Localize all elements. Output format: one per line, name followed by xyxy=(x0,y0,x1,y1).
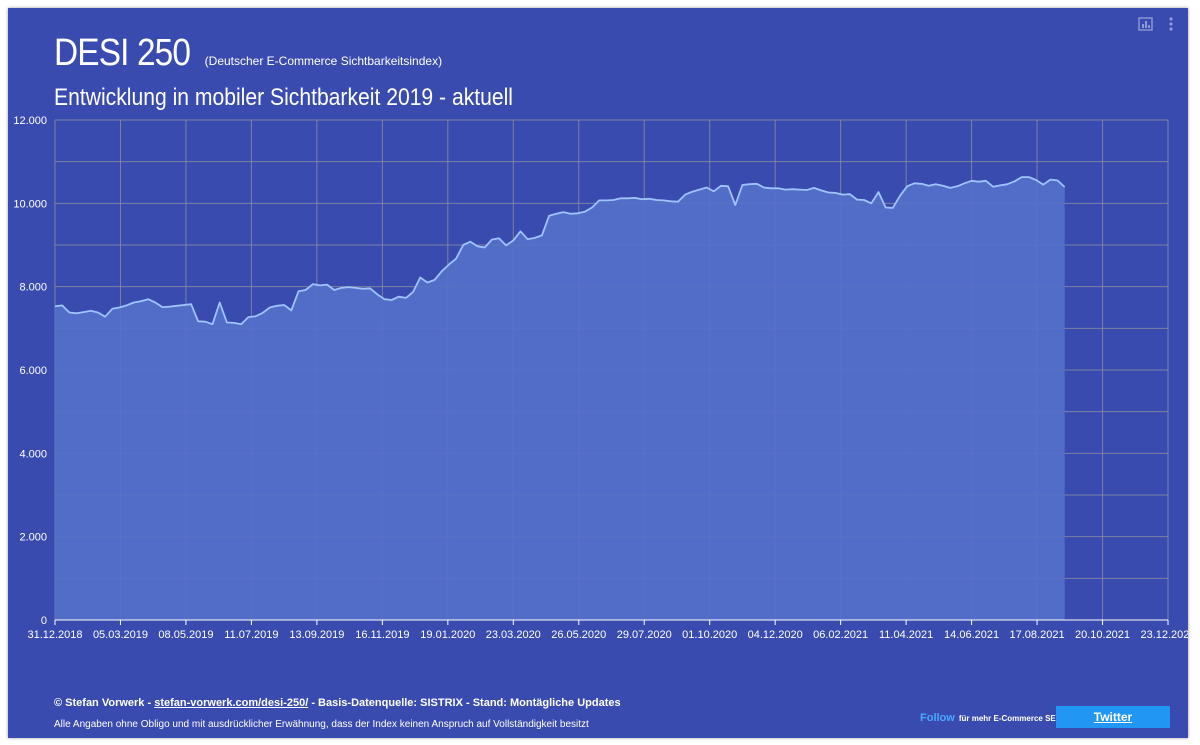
follow-text: für mehr E-Commerce SEO xyxy=(958,714,1062,723)
y-tick-label: 4.000 xyxy=(19,448,47,460)
y-tick-label: 6.000 xyxy=(19,365,47,377)
y-tick-label: 8.000 xyxy=(19,282,47,294)
x-tick-label: 23.03.2020 xyxy=(486,629,541,641)
credit-prefix: © Stefan Vorwerk - xyxy=(54,697,155,709)
x-tick-label: 11.07.2019 xyxy=(224,629,278,641)
x-tick-label: 20.10.2021 xyxy=(1075,629,1130,641)
y-tick-label: 10.000 xyxy=(13,198,47,210)
chart-options-icon[interactable] xyxy=(1138,16,1154,36)
x-tick-label: 01.10.2020 xyxy=(682,629,737,641)
x-tick-label: 17.08.2021 xyxy=(1010,629,1065,641)
disclaimer: Alle Angaben ohne Obligo und mit ausdrüc… xyxy=(54,719,589,730)
y-tick-label: 2.000 xyxy=(19,532,47,544)
x-tick-label: 13.09.2019 xyxy=(289,629,344,641)
x-tick-label: 06.02.2021 xyxy=(813,629,868,641)
x-tick-label: 19.01.2020 xyxy=(420,629,475,641)
x-tick-label: 29.07.2020 xyxy=(617,629,672,641)
x-tick-label: 23.12.2021 xyxy=(1140,629,1188,641)
series-line xyxy=(54,176,1066,326)
chart-toolbar xyxy=(1138,16,1174,36)
follow-row: Follow für mehr E-Commerce SEO xyxy=(920,712,1062,724)
twitter-button[interactable]: Twitter xyxy=(1056,706,1170,728)
x-tick-label: 14.06.2021 xyxy=(944,629,999,641)
follow-label: Follow xyxy=(920,712,955,724)
x-tick-label: 26.05.2020 xyxy=(551,629,606,641)
title-row: DESI 250 (Deutscher E-Commerce Sichtbark… xyxy=(54,32,442,75)
credit-link[interactable]: stefan-vorwerk.com/desi-250/ xyxy=(154,697,309,709)
x-tick-label: 16.11.2019 xyxy=(355,629,409,641)
credit-line: © Stefan Vorwerk - stefan-vorwerk.com/de… xyxy=(54,697,621,709)
y-tick-label: 12.000 xyxy=(13,115,47,127)
x-tick-label: 05.03.2019 xyxy=(93,629,148,641)
chart-subtitle: Entwicklung in mobiler Sichtbarkeit 2019… xyxy=(54,84,514,111)
x-tick-label: 31.12.2018 xyxy=(27,629,82,641)
credit-suffix: - Basis-Datenquelle: SISTRIX - Stand: Mo… xyxy=(308,697,621,709)
series-area xyxy=(55,177,1065,620)
x-tick-label: 08.05.2019 xyxy=(158,629,213,641)
more-vert-icon[interactable] xyxy=(1168,16,1174,36)
x-tick-label: 11.04.2021 xyxy=(879,629,933,641)
area-chart: 0 2.000 4.000 6.000 8.000 10.000 12.000 31.12.2… xyxy=(13,115,1188,641)
x-tick-label: 04.12.2020 xyxy=(748,629,803,641)
y-tick-label: 0 xyxy=(41,615,47,627)
chart-title: DESI 250 xyxy=(54,32,191,74)
chart-card: DESI 250 (Deutscher E-Commerce Sichtbark… xyxy=(8,8,1188,738)
chart-title-subtext: (Deutscher E-Commerce Sichtbarkeitsindex… xyxy=(204,54,443,68)
